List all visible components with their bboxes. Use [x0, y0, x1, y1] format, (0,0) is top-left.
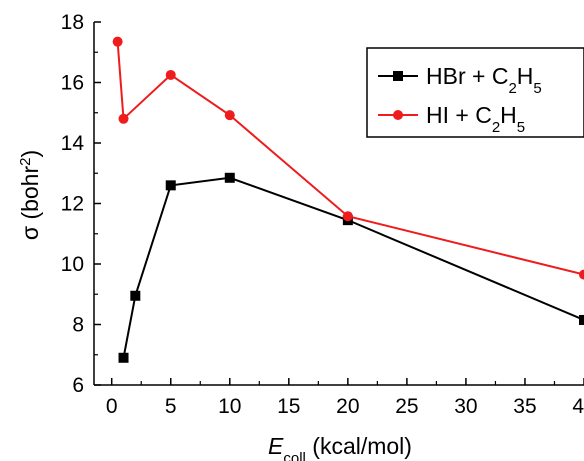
y-tick-label: 16	[61, 72, 84, 95]
y-tick-label: 10	[61, 253, 84, 276]
y-tick-label: 14	[61, 132, 85, 155]
series-line-hi	[116, 41, 584, 276]
ticks: 0 5 10 15 20 25 30 35 40 6 8 10 12 14 16 18	[61, 11, 584, 418]
x-axis-title: Ecoll (kcal/mol)	[268, 433, 412, 461]
x-tick-label: 0	[106, 395, 118, 418]
data-point-hbr	[224, 172, 235, 183]
legend-label-hi: HI + C2H5	[426, 102, 525, 136]
y-tick-label: 6	[72, 374, 84, 397]
series-layer	[112, 36, 584, 363]
data-point-hi	[118, 113, 129, 124]
data-point-hi	[342, 211, 353, 222]
data-point-hi	[579, 269, 584, 280]
legend-box	[366, 47, 584, 138]
y-tick-label: 12	[61, 193, 84, 216]
x-tick-label: 25	[395, 395, 418, 418]
legend-label-hbr: HBr + C2H5	[426, 63, 542, 97]
data-point-hbr	[165, 180, 176, 191]
y-tick-label: 18	[61, 11, 84, 34]
x-tick-label: 35	[513, 395, 536, 418]
y-axis-title: σ (bohr2)	[17, 150, 44, 240]
data-point-hbr	[130, 290, 141, 301]
x-tick-label: 20	[336, 395, 359, 418]
x-tick-label: 10	[218, 395, 241, 418]
data-point-hi	[165, 69, 176, 80]
x-tick-label: 15	[277, 395, 300, 418]
x-tick-label: 30	[454, 395, 477, 418]
legend-item-hi: HI + C2H5	[378, 102, 525, 136]
data-point-hi	[224, 110, 235, 121]
series-line-hbr	[122, 176, 584, 358]
legend: HBr + C2H5 HI + C2H5	[366, 47, 584, 138]
legend-marker-hbr	[393, 71, 403, 81]
legend-marker-hi	[393, 110, 403, 120]
y-tick-label: 8	[72, 314, 84, 337]
data-point-hbr	[579, 314, 584, 325]
x-tick-label: 5	[165, 395, 177, 418]
data-point-hbr	[118, 352, 129, 363]
x-tick-label: 40	[572, 395, 584, 418]
legend-item-hbr: HBr + C2H5	[378, 63, 542, 97]
data-point-hi	[112, 36, 123, 47]
